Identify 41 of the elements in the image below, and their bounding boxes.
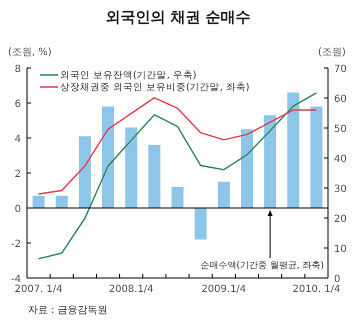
y2-tick-label: 0 [334,274,340,285]
bar [264,115,276,208]
text: 자료 : 금융감독원 [28,305,108,316]
bar [125,128,138,208]
y2-tick-label: 10 [334,244,347,255]
y-tick-label: 8 [14,64,21,75]
bar [287,92,300,208]
bar [194,208,207,240]
line-series [38,92,318,260]
legend-label: 상장채권중 외국인 보유비중(기간말, 좌축) [60,82,250,93]
y-tick-label: 4 [14,134,21,145]
bar [148,145,160,208]
x-tick-label: 2009.1/4 [201,284,246,295]
bar [102,106,114,208]
y-axis-title: (조원, %) [8,47,52,58]
text: 순매수액(기간중 월평균, 좌축) [200,261,324,271]
x-tick-label: 2010. 1/4 [292,284,340,295]
y2-axis-title: (조원) [318,47,346,58]
bar [78,136,91,208]
bar [172,187,184,208]
bar [310,106,322,208]
y2-tick-label: 60 [334,94,347,105]
y2-tick-label: 40 [334,154,347,165]
x-tick-label: 2008.1/4 [108,284,154,295]
chart-title: 외국인의 채권 순매수 [105,8,251,26]
y-tick-label: -4 [11,274,21,285]
y-tick-label: 6 [14,99,21,110]
line-series [38,97,318,195]
bar [32,196,45,208]
y2-tick-label: 30 [334,184,347,195]
y2-tick-label: 20 [334,214,347,225]
bar [240,129,253,208]
y-tick-label: 0 [14,204,21,215]
y2-tick-label: 50 [334,124,347,135]
legend-label: 외국인 보유잔액(기간말, 우축) [60,70,196,81]
x-tick-label: 2007. 1/4 [14,284,63,295]
y2-tick-label: 70 [334,64,347,75]
bar [218,182,230,208]
y-tick-label: 2 [14,169,21,180]
y-tick-label: -2 [11,239,21,250]
bar [56,196,68,208]
